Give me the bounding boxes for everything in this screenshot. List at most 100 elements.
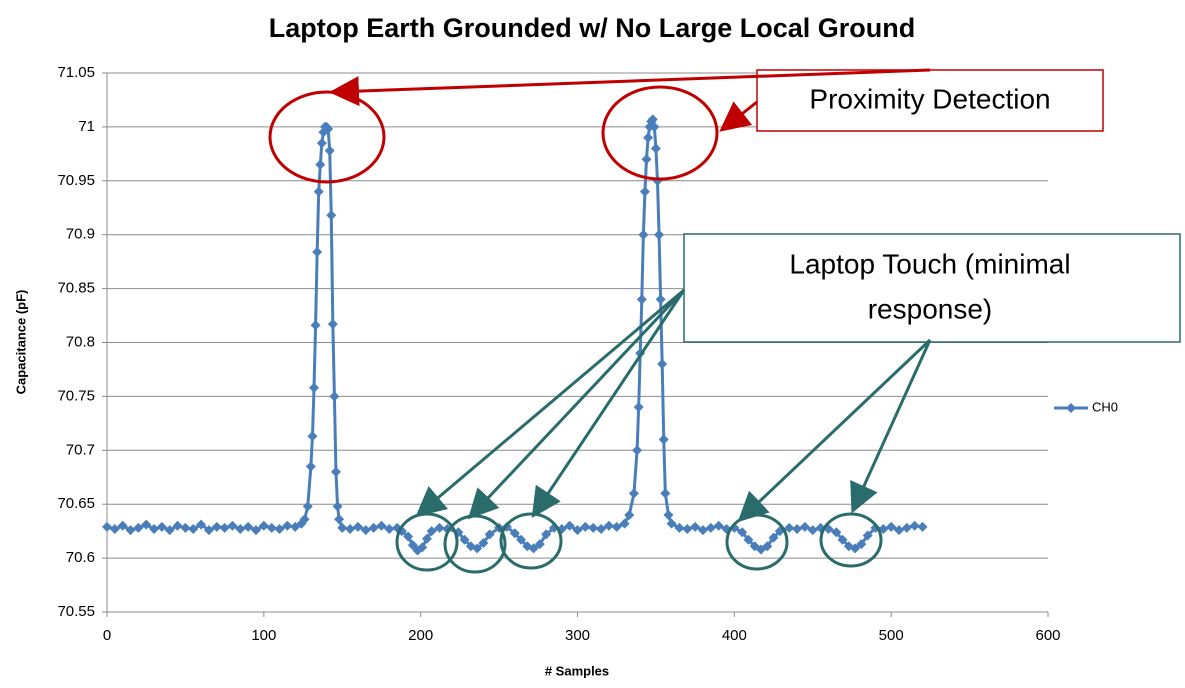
x-tick-label: 600 [1035,627,1060,644]
y-tick-label: 70.55 [57,603,95,620]
data-point [164,525,175,536]
data-point [541,529,552,540]
y-tick-label: 70.75 [57,387,95,404]
x-tick-label: 400 [722,627,747,644]
data-point [282,520,293,531]
x-tick-label: 200 [408,627,433,644]
highlight-circle [443,514,507,574]
data-point [639,186,650,197]
data-point [917,521,928,532]
annotation-box [683,233,1181,343]
data-point [376,520,387,531]
data-point [534,539,545,550]
data-point [472,543,483,554]
highlight-circle [819,512,883,568]
data-point [172,520,183,531]
highlight-circle [268,90,386,184]
data-point [329,391,340,402]
y-tick-label: 70.9 [66,226,95,243]
data-point [250,525,261,536]
x-tick-label: 300 [565,627,590,644]
data-point [737,527,748,538]
data-point [478,538,489,549]
data-point [326,210,337,221]
data-point [624,509,635,520]
data-point [484,529,495,540]
data-point [743,534,754,545]
arrow [850,339,932,514]
data-point [332,501,343,512]
data-point [180,522,191,533]
highlight-circle [499,512,563,570]
data-point [657,359,668,370]
y-tick-label: 70.95 [57,172,95,189]
data-point [345,523,356,534]
y-tick-label: 71 [78,118,95,135]
annotation-text: response) [868,293,993,324]
y-tick-label: 70.65 [57,495,95,512]
data-point [310,320,321,331]
data-point [784,522,795,533]
data-point [666,518,677,529]
data-point [649,121,660,132]
data-point [302,501,313,512]
data-point [837,534,848,545]
arrow [329,68,931,107]
annotation-text: Laptop Touch (minimal [789,248,1070,279]
legend-marker [1066,403,1076,413]
x-tick-label: 0 [103,627,111,644]
data-point [125,525,136,536]
annotation-box [756,69,1104,132]
data-point [799,521,810,532]
data-point [674,522,685,533]
data-point [856,539,867,550]
arrow [467,288,686,520]
data-point [459,534,470,545]
arrow [415,288,685,517]
data-point [266,522,277,533]
x-tick-label: 100 [251,627,276,644]
data-point [407,540,418,551]
highlight-circle [601,85,719,181]
data-point [655,294,666,305]
data-point [768,532,779,543]
data-point [509,528,520,539]
data-point [274,523,285,534]
data-point [211,521,222,532]
data-point [619,518,630,529]
arrow [531,289,686,518]
data-point [318,127,329,138]
data-point [628,488,639,499]
data-point [316,138,327,149]
data-point [299,514,310,525]
legend-label: CH0 [1092,399,1118,414]
data-point [650,143,661,154]
data-point [682,523,693,534]
data-point [654,229,665,240]
data-point [434,522,445,533]
data-point [633,402,644,413]
data-point [636,294,647,305]
data-point [227,520,238,531]
data-point [641,154,652,165]
data-point [831,527,842,538]
data-point [337,522,348,533]
data-point [334,514,345,525]
data-point [421,533,432,544]
data-point [886,521,897,532]
data-point [528,543,539,554]
data-point [307,431,318,442]
y-tick-label: 70.85 [57,280,95,297]
data-point [352,521,363,532]
data-point [102,521,112,532]
highlight-circle [395,512,459,572]
data-point [327,319,338,330]
data-point [330,466,341,477]
data-point [313,186,324,197]
data-point [149,523,160,534]
data-point [203,525,214,536]
x-tick-label: 500 [879,627,904,644]
data-point [713,520,724,531]
plot-area: 70.55 70.6 70.65 70.7 70.75 70.8 70.85 70.9 70.9… [57,64,1118,644]
